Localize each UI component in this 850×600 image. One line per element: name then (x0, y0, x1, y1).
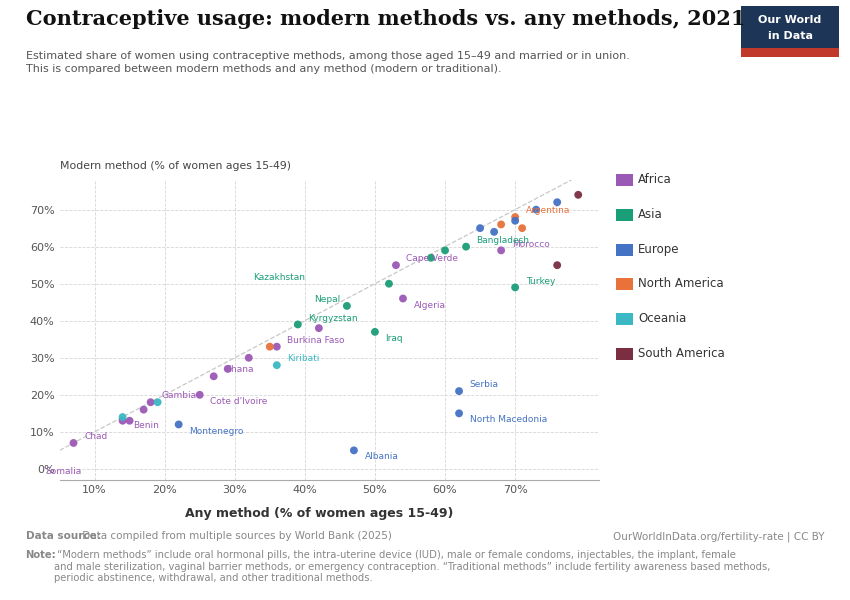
Point (122, 416, 136, 425)
Point (116, 412, 129, 422)
Text: Somalia: Somalia (46, 467, 82, 476)
Text: Iraq: Iraq (385, 334, 403, 343)
Point (31, 460, 45, 470)
Point (340, 301, 354, 311)
Text: Modern method (% of women ages 15-49): Modern method (% of women ages 15-49) (60, 161, 291, 171)
Point (551, 197, 564, 207)
Point (312, 323, 326, 333)
Text: North America: North America (638, 277, 724, 290)
Point (473, 223, 487, 233)
Point (368, 327, 382, 337)
Point (382, 279, 396, 289)
Point (221, 364, 235, 374)
Text: OurWorldInData.org/fertility-rate | CC BY: OurWorldInData.org/fertility-rate | CC B… (613, 531, 824, 541)
Text: Turkey: Turkey (525, 277, 555, 286)
Point (571, 190, 585, 200)
Text: Data source:: Data source: (26, 531, 100, 541)
Point (530, 205, 543, 214)
Text: Serbia: Serbia (469, 380, 499, 389)
Point (193, 390, 207, 400)
Point (396, 294, 410, 304)
Text: Europe: Europe (638, 242, 680, 256)
Text: Ghana: Ghana (224, 365, 254, 374)
Text: Chad: Chad (84, 432, 107, 441)
Text: Algeria: Algeria (413, 301, 445, 310)
Text: Oceania: Oceania (638, 312, 687, 325)
Point (172, 419, 185, 429)
Point (495, 245, 508, 255)
Point (487, 227, 501, 236)
Text: Africa: Africa (638, 173, 672, 186)
Text: Burkina Faso: Burkina Faso (287, 336, 345, 345)
Text: Albania: Albania (365, 452, 399, 461)
Point (137, 405, 150, 415)
Text: Cote d'Ivoire: Cote d'Ivoire (210, 397, 268, 406)
Point (116, 416, 129, 425)
Text: Asia: Asia (638, 208, 663, 221)
Text: “Modern methods” include oral hormonal pills, the intra-uterine device (IUD), ma: “Modern methods” include oral hormonal p… (54, 550, 770, 583)
Point (551, 260, 564, 270)
Text: Argentina: Argentina (525, 206, 570, 215)
Text: Bangladesh: Bangladesh (477, 236, 530, 245)
Point (263, 342, 276, 352)
Text: Any method (% of women ages 15-49): Any method (% of women ages 15-49) (184, 507, 453, 520)
Point (508, 283, 522, 292)
Point (424, 253, 438, 263)
Point (270, 342, 284, 352)
Text: Nepal: Nepal (314, 295, 340, 304)
Text: Montenegro: Montenegro (190, 427, 244, 436)
Text: Benin: Benin (133, 421, 159, 430)
Point (439, 245, 452, 255)
Point (389, 260, 403, 270)
Text: This is compared between modern methods and any method (modern or traditional).: This is compared between modern methods … (26, 64, 501, 74)
Point (66, 438, 80, 448)
Point (515, 223, 529, 233)
Point (452, 386, 466, 396)
Text: South America: South America (638, 347, 725, 360)
Text: Contraceptive usage: modern methods vs. any methods, 2021: Contraceptive usage: modern methods vs. … (26, 9, 745, 29)
Point (508, 212, 522, 222)
Point (495, 220, 508, 229)
Text: Morocco: Morocco (512, 239, 549, 248)
Point (452, 409, 466, 418)
Text: in Data: in Data (768, 31, 813, 41)
Text: Gambia: Gambia (162, 391, 196, 400)
Text: Kyrgyzstan: Kyrgyzstan (309, 314, 358, 323)
Point (291, 320, 304, 329)
Text: Data compiled from multiple sources by World Bank (2025): Data compiled from multiple sources by W… (79, 531, 392, 541)
Bar (741, 48, 839, 57)
Text: Kazakhstan: Kazakhstan (252, 273, 305, 282)
Point (144, 397, 157, 407)
Text: Our World: Our World (758, 15, 822, 25)
Point (242, 353, 256, 362)
Text: Kiribati: Kiribati (287, 355, 320, 364)
Text: Cape Verde: Cape Verde (406, 254, 458, 263)
Point (508, 216, 522, 226)
Point (270, 361, 284, 370)
Point (150, 397, 164, 407)
Point (347, 446, 360, 455)
Text: Note:: Note: (26, 550, 56, 560)
Point (207, 371, 220, 381)
Point (459, 242, 473, 251)
Text: Estimated share of women using contraceptive methods, among those aged 15–49 and: Estimated share of women using contracep… (26, 51, 629, 61)
Text: North Macedonia: North Macedonia (469, 415, 547, 424)
